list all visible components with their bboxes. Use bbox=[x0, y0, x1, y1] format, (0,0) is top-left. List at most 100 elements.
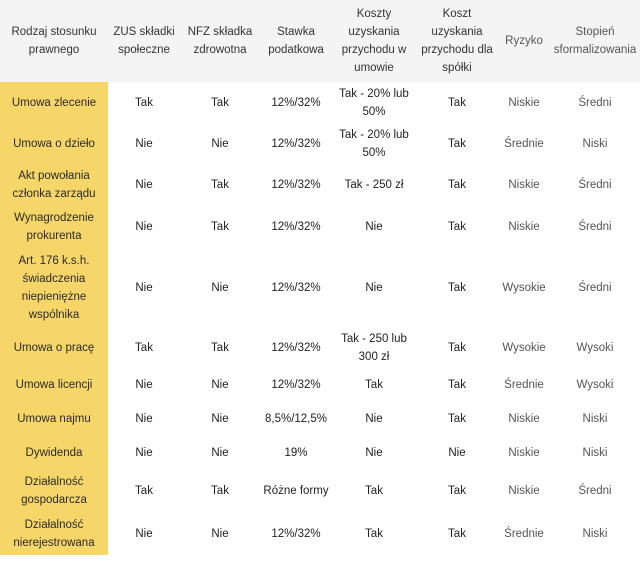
cell-tax-rate: 12%/32% bbox=[271, 342, 321, 354]
cell-tax-rate: Różne formy bbox=[263, 485, 329, 497]
cell-formalization: Niski bbox=[582, 137, 608, 150]
cell-nfz: Tak bbox=[211, 342, 229, 354]
cell-cost-contract: Tak - 20% lub 50% bbox=[339, 88, 409, 118]
table-row: Akt powołania członka zarządu Nie Tak 12%/3… bbox=[0, 163, 640, 206]
cell-nfz: Tak bbox=[211, 485, 229, 497]
cell-cost-contract: Nie bbox=[365, 413, 383, 425]
cell-cost-company: Tak bbox=[448, 282, 466, 294]
cell-nfz: Nie bbox=[211, 282, 229, 294]
cell-relation-type: Umowa licencji bbox=[0, 368, 108, 402]
header-cost-company: Koszt uzyskania przychodu dla spółki bbox=[416, 0, 498, 82]
cell-zus: Tak bbox=[135, 342, 153, 354]
cell-formalization: Średni bbox=[578, 221, 612, 233]
table-row: Działalność gospodarcza Tak Tak Różne formy… bbox=[0, 470, 640, 512]
cell-formalization: Średni bbox=[578, 485, 612, 497]
cell-cost-contract: Tak - 20% lub 50% bbox=[339, 128, 409, 159]
cell-relation-type: Działalność nierejestrowana bbox=[0, 512, 108, 555]
cell-cost-company: Tak bbox=[448, 178, 466, 191]
table-row: Umowa o dzieło Nie Nie 12%/32% Tak - 20% lub… bbox=[0, 124, 640, 163]
cell-cost-contract: Nie bbox=[365, 282, 383, 294]
cell-relation-type: Umowa o dzieło bbox=[0, 124, 108, 163]
cell-cost-company: Nie bbox=[448, 447, 466, 459]
cell-tax-rate: 12%/32% bbox=[271, 97, 321, 109]
table-body: Umowa zlecenie Tak Tak 12%/32% Tak - 20% lub… bbox=[0, 82, 640, 555]
table-row: Umowa o pracę Tak Tak 12%/32% Tak - 250 lub … bbox=[0, 328, 640, 368]
cell-cost-contract: Nie bbox=[365, 447, 383, 459]
cell-tax-rate: 12%/32% bbox=[271, 178, 321, 191]
cell-risk: Niskie bbox=[508, 97, 540, 109]
cell-risk: Średnie bbox=[504, 137, 544, 150]
cell-formalization: Niski bbox=[582, 447, 608, 459]
cell-zus: Tak bbox=[135, 97, 153, 109]
cell-risk: Średnie bbox=[504, 527, 544, 540]
cell-formalization: Średni bbox=[578, 97, 612, 109]
cell-relation-type: Akt powołania członka zarządu bbox=[0, 163, 108, 206]
cell-risk: Niskie bbox=[508, 178, 540, 191]
cell-tax-rate: 12%/32% bbox=[271, 221, 321, 233]
cell-risk: Średnie bbox=[504, 379, 544, 391]
cell-cost-contract: Tak - 250 zł bbox=[344, 178, 404, 191]
cell-nfz: Nie bbox=[211, 137, 229, 150]
cell-zus: Tak bbox=[135, 485, 153, 497]
cell-zus: Nie bbox=[135, 527, 153, 540]
cell-risk: Wysokie bbox=[502, 342, 546, 354]
header-formalization: Stopień sformalizowania bbox=[550, 0, 640, 82]
cell-zus: Nie bbox=[135, 447, 153, 459]
cell-cost-contract: Nie bbox=[365, 221, 383, 233]
cell-tax-rate: 12%/32% bbox=[271, 379, 321, 391]
cell-cost-company: Tak bbox=[448, 527, 466, 540]
cell-risk: Niskie bbox=[508, 447, 540, 459]
cell-formalization: Niski bbox=[582, 527, 608, 540]
cell-relation-type: Działalność gospodarcza bbox=[0, 470, 108, 512]
cell-cost-company: Tak bbox=[448, 413, 466, 425]
header-row: Rodzaj stosunku prawnego ZUS składki społ… bbox=[0, 0, 640, 82]
cell-cost-contract: Tak - 250 lub 300 zł bbox=[341, 333, 407, 363]
table-row: Wynagrodzenie prokurenta Nie Tak 12%/32% Nie… bbox=[0, 206, 640, 248]
cell-tax-rate: 19% bbox=[284, 447, 308, 459]
cell-tax-rate: 12%/32% bbox=[271, 527, 321, 540]
cell-zus: Nie bbox=[135, 178, 153, 191]
header-risk: Ryzyko bbox=[498, 0, 550, 82]
cell-formalization: Niski bbox=[582, 413, 608, 425]
cell-cost-company: Tak bbox=[448, 485, 466, 497]
cell-tax-rate: 8,5%/12,5% bbox=[264, 413, 327, 425]
cell-tax-rate: 12%/32% bbox=[271, 282, 321, 294]
cell-cost-company: Tak bbox=[448, 137, 466, 150]
cell-risk: Niskie bbox=[508, 485, 540, 497]
table-row: Dywidenda Nie Nie 19% Nie Nie Niskie Niski bbox=[0, 436, 640, 470]
cell-relation-type: Umowa zlecenie bbox=[0, 82, 108, 124]
cell-formalization: Średni bbox=[578, 178, 612, 191]
table-row: Umowa zlecenie Tak Tak 12%/32% Tak - 20% lub… bbox=[0, 82, 640, 124]
header-zus: ZUS składki społeczne bbox=[108, 0, 180, 82]
cell-relation-type: Art. 176 k.s.h. świadczenia niepieniężne… bbox=[0, 248, 108, 328]
table-row: Umowa licencji Nie Nie 12%/32% Tak Tak Średnie… bbox=[0, 368, 640, 402]
cell-relation-type: Wynagrodzenie prokurenta bbox=[0, 206, 108, 248]
cell-zus: Nie bbox=[135, 379, 153, 391]
header-tax-rate: Stawka podatkowa bbox=[260, 0, 332, 82]
cell-cost-company: Tak bbox=[448, 221, 466, 233]
cell-nfz: Nie bbox=[211, 447, 229, 459]
cell-formalization: Wysoki bbox=[576, 342, 614, 354]
cell-tax-rate: 12%/32% bbox=[271, 137, 321, 150]
cell-nfz: Nie bbox=[211, 379, 229, 391]
table-row: Art. 176 k.s.h. świadczenia niepieniężne… bbox=[0, 248, 640, 328]
cell-zus: Nie bbox=[135, 413, 153, 425]
cell-cost-company: Tak bbox=[448, 97, 466, 109]
cell-cost-company: Tak bbox=[448, 379, 466, 391]
cell-relation-type: Dywidenda bbox=[0, 436, 108, 470]
cell-cost-contract: Tak bbox=[365, 485, 383, 497]
cell-risk: Wysokie bbox=[502, 282, 546, 294]
cell-cost-contract: Tak bbox=[365, 527, 383, 540]
cell-nfz: Tak bbox=[211, 221, 229, 233]
header-relation-type: Rodzaj stosunku prawnego bbox=[0, 0, 108, 82]
table-row: Umowa najmu Nie Nie 8,5%/12,5% Nie Tak Niskie N… bbox=[0, 402, 640, 436]
cell-zus: Nie bbox=[135, 137, 153, 150]
header-nfz: NFZ składka zdrowotna bbox=[180, 0, 260, 82]
cell-cost-company: Tak bbox=[448, 342, 466, 354]
cell-risk: Niskie bbox=[508, 221, 540, 233]
table-row: Działalność nierejestrowana Nie Nie 12%/32%… bbox=[0, 512, 640, 555]
cell-formalization: Wysoki bbox=[576, 379, 614, 391]
cell-relation-type: Umowa o pracę bbox=[0, 328, 108, 368]
cell-zus: Nie bbox=[135, 282, 153, 294]
